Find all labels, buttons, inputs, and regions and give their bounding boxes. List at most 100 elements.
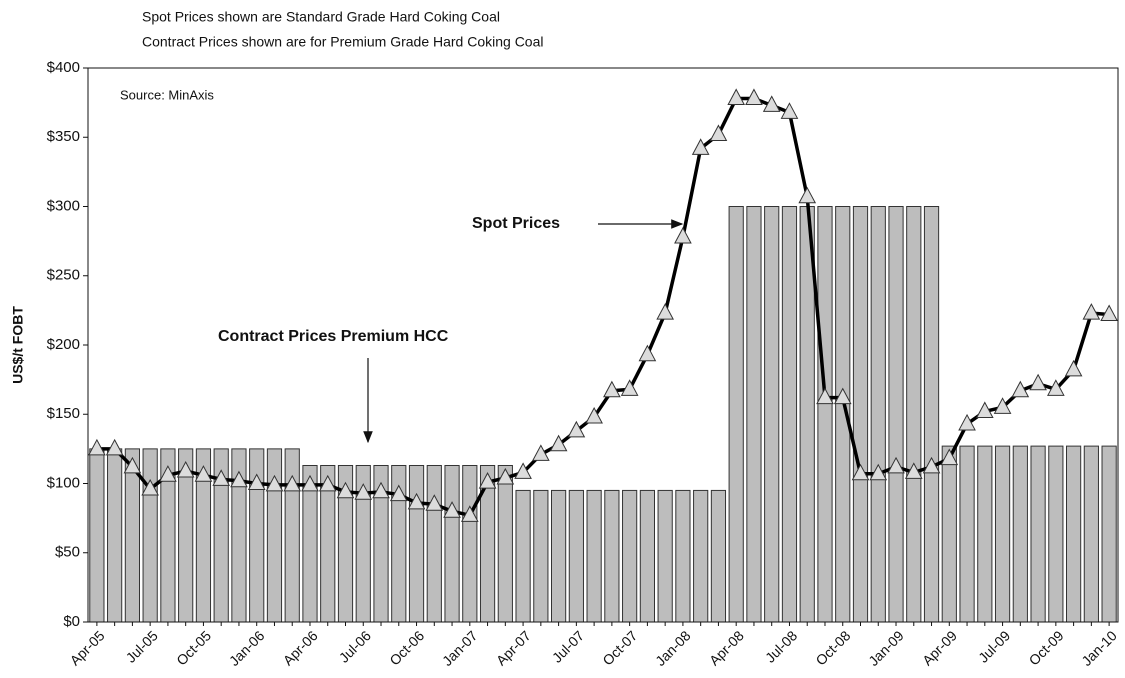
marker bbox=[478, 472, 497, 489]
marker bbox=[549, 434, 568, 452]
y-axis-label: US$/t FOBT bbox=[10, 306, 26, 384]
marker bbox=[691, 138, 710, 155]
marker bbox=[816, 387, 834, 405]
marker bbox=[585, 406, 603, 424]
marker bbox=[354, 483, 373, 500]
bar bbox=[89, 448, 105, 623]
x-tick-label: Oct-09 bbox=[1026, 627, 1067, 668]
marker bbox=[1029, 373, 1047, 391]
marker bbox=[496, 467, 515, 485]
y-tick-label: $150 bbox=[47, 405, 80, 422]
marker bbox=[283, 474, 302, 492]
x-tick-label: Jul-09 bbox=[975, 627, 1013, 665]
bar bbox=[426, 464, 442, 623]
marker bbox=[904, 462, 923, 479]
note: Contract Prices shown are for Premium Gr… bbox=[142, 34, 544, 50]
bar bbox=[888, 206, 904, 623]
y-tick-label: $0 bbox=[63, 613, 80, 630]
marker bbox=[407, 492, 426, 510]
marker bbox=[762, 95, 781, 112]
note: Spot Prices shown are Standard Grade Har… bbox=[142, 9, 500, 25]
marker bbox=[887, 456, 905, 474]
x-tick-label: Oct-05 bbox=[173, 627, 214, 668]
x-tick-label: Apr-07 bbox=[493, 627, 534, 668]
bar bbox=[533, 489, 549, 623]
x-tick-label: Oct-06 bbox=[386, 627, 427, 668]
bar bbox=[764, 206, 780, 623]
bar bbox=[568, 489, 584, 623]
y-tick-label: $400 bbox=[47, 59, 80, 76]
y-tick-label: $350 bbox=[47, 128, 80, 145]
y-tick-label: $200 bbox=[47, 336, 80, 353]
marker bbox=[975, 401, 994, 418]
marker bbox=[727, 88, 746, 105]
bar bbox=[107, 448, 123, 623]
marker bbox=[443, 501, 461, 518]
y-tick-label: $100 bbox=[47, 474, 80, 491]
marker bbox=[336, 481, 355, 499]
x-tick-label: Apr-08 bbox=[706, 627, 747, 668]
bar bbox=[906, 206, 922, 623]
marker bbox=[620, 379, 639, 396]
marker bbox=[176, 460, 195, 478]
bar bbox=[515, 489, 531, 623]
x-tick-label: Jan-06 bbox=[226, 627, 268, 669]
x-tick-label: Apr-09 bbox=[919, 627, 960, 668]
bar bbox=[408, 464, 425, 623]
bar bbox=[994, 445, 1011, 623]
y-tick-label: $50 bbox=[55, 544, 80, 561]
marker bbox=[603, 380, 621, 398]
marker bbox=[780, 102, 799, 119]
marker bbox=[1047, 379, 1065, 396]
bar bbox=[1012, 445, 1028, 623]
marker bbox=[141, 478, 159, 496]
marker bbox=[460, 505, 479, 522]
annotation: Spot Prices bbox=[472, 215, 560, 232]
bar bbox=[746, 206, 762, 623]
y-tick-label: $250 bbox=[47, 267, 80, 284]
marker bbox=[105, 438, 124, 456]
bar bbox=[710, 489, 727, 623]
bar bbox=[1083, 445, 1099, 623]
marker bbox=[425, 494, 444, 511]
marker bbox=[1064, 359, 1083, 377]
marker bbox=[993, 397, 1012, 414]
marker bbox=[230, 470, 248, 488]
marker bbox=[798, 186, 817, 204]
bar bbox=[586, 489, 602, 623]
annotation: Contract Prices Premium HCC bbox=[218, 328, 449, 345]
bar bbox=[693, 489, 709, 623]
bar bbox=[657, 489, 673, 623]
bar bbox=[941, 445, 957, 623]
bar bbox=[444, 464, 460, 623]
marker bbox=[851, 463, 870, 481]
y-tick-label: $300 bbox=[47, 197, 80, 214]
marker bbox=[1100, 304, 1118, 322]
bar bbox=[1048, 445, 1064, 623]
bar bbox=[462, 464, 478, 623]
marker bbox=[389, 484, 408, 502]
marker bbox=[194, 465, 213, 482]
x-tick-label: Jan-07 bbox=[439, 627, 481, 669]
marker bbox=[567, 420, 586, 438]
x-tick-label: Apr-05 bbox=[67, 627, 108, 668]
x-tick-label: Jul-08 bbox=[762, 627, 800, 665]
source: Source: MinAxis bbox=[120, 87, 214, 102]
bar bbox=[604, 489, 620, 623]
marker bbox=[922, 456, 941, 474]
x-tick-label: Oct-07 bbox=[599, 627, 640, 668]
marker bbox=[940, 448, 959, 466]
x-tick-label: Jul-05 bbox=[123, 627, 161, 665]
bar bbox=[728, 206, 744, 623]
marker bbox=[869, 463, 888, 481]
bar bbox=[852, 206, 869, 623]
marker bbox=[372, 481, 390, 499]
bar bbox=[959, 445, 975, 623]
x-tick-label: Jul-06 bbox=[336, 627, 374, 665]
x-tick-label: Jan-08 bbox=[652, 627, 694, 669]
bar bbox=[675, 489, 691, 623]
bar bbox=[1101, 445, 1117, 623]
bar bbox=[1030, 445, 1046, 623]
